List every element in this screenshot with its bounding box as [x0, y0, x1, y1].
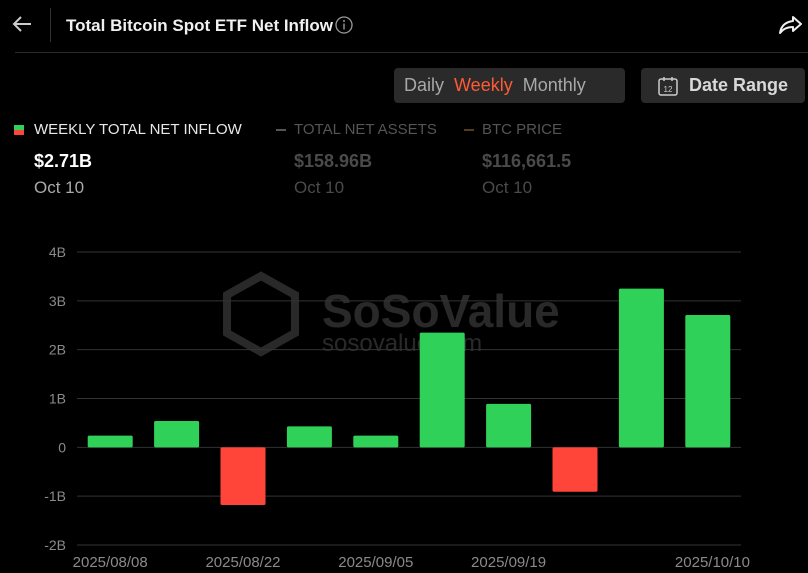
y-tick-label: -2B [44, 537, 66, 553]
net-assets-value: $158.96B [294, 151, 373, 171]
y-tick-label: -1B [44, 488, 66, 504]
date-range-button[interactable]: 12 Date Range [641, 68, 805, 103]
btc-price-value: $116,661.5 [482, 151, 572, 171]
bar [685, 314, 731, 448]
x-tick-label: 2025/10/10 [675, 554, 750, 571]
legend-weekly-net-inflow[interactable]: WEEKLY TOTAL NET INFLOW [14, 121, 242, 138]
arrow-left-icon[interactable] [10, 12, 34, 36]
header-divider [15, 52, 808, 53]
date-range-label: Date Range [689, 75, 789, 95]
x-tick-label: 2025/08/08 [73, 554, 148, 571]
bar [87, 435, 133, 448]
legend-total-net-assets[interactable]: TOTAL NET ASSETS [276, 121, 437, 138]
watermark-logo: SoSoValue sosovalue.com [223, 271, 560, 357]
y-tick-label: 4B [49, 244, 66, 260]
divider [50, 8, 51, 42]
legend-swatch [14, 124, 24, 135]
bar [220, 447, 266, 505]
bar [618, 288, 664, 448]
bar [552, 447, 598, 492]
x-tick-label: 2025/08/22 [205, 554, 280, 571]
svg-text:12: 12 [664, 85, 673, 94]
legend-btc-price[interactable]: BTC PRICE [464, 121, 562, 138]
y-tick-label: 2B [49, 342, 66, 358]
legend-swatch [276, 128, 286, 131]
x-tick-label: 2025/09/19 [471, 554, 546, 571]
tab-daily[interactable]: Daily [404, 75, 445, 95]
tab-monthly[interactable]: Monthly [522, 75, 586, 95]
bar [154, 420, 200, 448]
net-inflow-date: Oct 10 [34, 178, 85, 197]
page-title: Total Bitcoin Spot ETF Net Inflow [66, 16, 333, 35]
calendar-icon: 12 [658, 76, 678, 96]
share-icon[interactable] [778, 12, 804, 38]
btc-price-date: Oct 10 [482, 178, 533, 197]
bar [353, 435, 399, 448]
period-tabs: Daily Weekly Monthly [394, 68, 625, 103]
net-inflow-value: $2.71B [34, 151, 93, 171]
bar [286, 426, 332, 448]
bar [419, 332, 465, 448]
y-tick-label: 3B [49, 293, 66, 309]
legend-swatch [464, 128, 474, 131]
tab-weekly[interactable]: Weekly [454, 75, 513, 95]
x-tick-label: 2025/09/05 [338, 554, 413, 571]
y-tick-label: 0 [58, 439, 66, 455]
y-tick-label: 1B [49, 391, 66, 407]
bar [486, 403, 532, 448]
legend-label: BTC PRICE [482, 121, 563, 138]
legend-label: WEEKLY TOTAL NET INFLOW [34, 121, 242, 138]
net-assets-date: Oct 10 [294, 178, 345, 197]
info-icon[interactable] [335, 16, 353, 34]
legend-label: TOTAL NET ASSETS [294, 121, 437, 138]
svg-text:SoSoValue: SoSoValue [322, 285, 560, 337]
